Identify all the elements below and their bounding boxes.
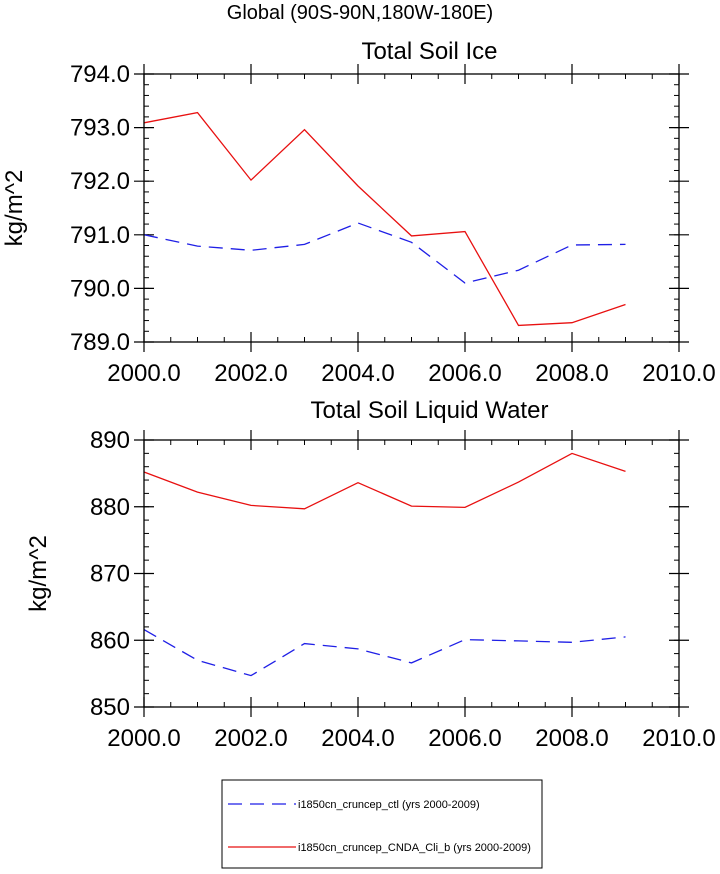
y-tick-label: 791.0	[70, 222, 130, 249]
series-line-ctl	[143, 629, 626, 677]
x-tick-label: 2006.0	[428, 725, 501, 752]
y-tick-label: 790.0	[70, 275, 130, 302]
x-tick-label: 2000.0	[107, 360, 180, 387]
x-tick-label: 2002.0	[214, 360, 287, 387]
y-tick-label: 880	[90, 494, 130, 521]
plot-frame	[143, 439, 680, 708]
y-axis-label: kg/m^2	[25, 535, 52, 612]
y-tick-label: 890	[90, 427, 130, 454]
y-tick-label: 789.0	[70, 329, 130, 356]
x-tick-label: 2004.0	[321, 725, 394, 752]
legend: i1850cn_cruncep_ctl (yrs 2000-2009) i1850…	[221, 779, 543, 869]
x-tick-label: 2000.0	[107, 725, 180, 752]
x-tick-label: 2010.0	[642, 360, 715, 387]
x-tick-label: 2008.0	[535, 360, 608, 387]
chart-panels: Total Soil Ice kg/m^2 789.0 790.0 791.0 792.0…	[1, 38, 716, 752]
series-line-cnda	[143, 111, 626, 327]
y-tick-label: 794.0	[70, 61, 130, 88]
x-tick-label: 2010.0	[642, 725, 715, 752]
plot-frame	[143, 73, 680, 343]
series-line-ctl	[143, 222, 626, 284]
x-tick-label: 2006.0	[428, 360, 501, 387]
chart-panel-1: Total Soil Ice kg/m^2 789.0 790.0 791.0 792.0…	[1, 38, 716, 387]
legend-label: i1850cn_cruncep_ctl (yrs 2000-2009)	[298, 799, 480, 811]
y-axis-label: kg/m^2	[1, 170, 28, 247]
y-tick-label: 870	[90, 561, 130, 588]
chart-panel-2: Total Soil Liquid Water kg/m^2 850 860 870 88…	[25, 397, 716, 752]
chart-title: Total Soil Liquid Water	[311, 397, 549, 424]
x-tick-label: 2002.0	[214, 725, 287, 752]
chart-title: Total Soil Ice	[361, 38, 497, 65]
y-tick-label: 792.0	[70, 168, 130, 195]
x-tick-label: 2004.0	[321, 360, 394, 387]
legend-label: i1850cn_cruncep_CNDA_Cli_b (yrs 2000-200…	[298, 842, 531, 854]
y-tick-label: 850	[90, 694, 130, 721]
y-tick-label: 860	[90, 627, 130, 654]
series-line-cnda	[143, 452, 626, 510]
x-tick-label: 2008.0	[535, 725, 608, 752]
y-tick-label: 793.0	[70, 115, 130, 142]
figure-suptitle: Global (90S-90N,180W-180E)	[227, 2, 493, 24]
legend-box	[221, 779, 543, 869]
